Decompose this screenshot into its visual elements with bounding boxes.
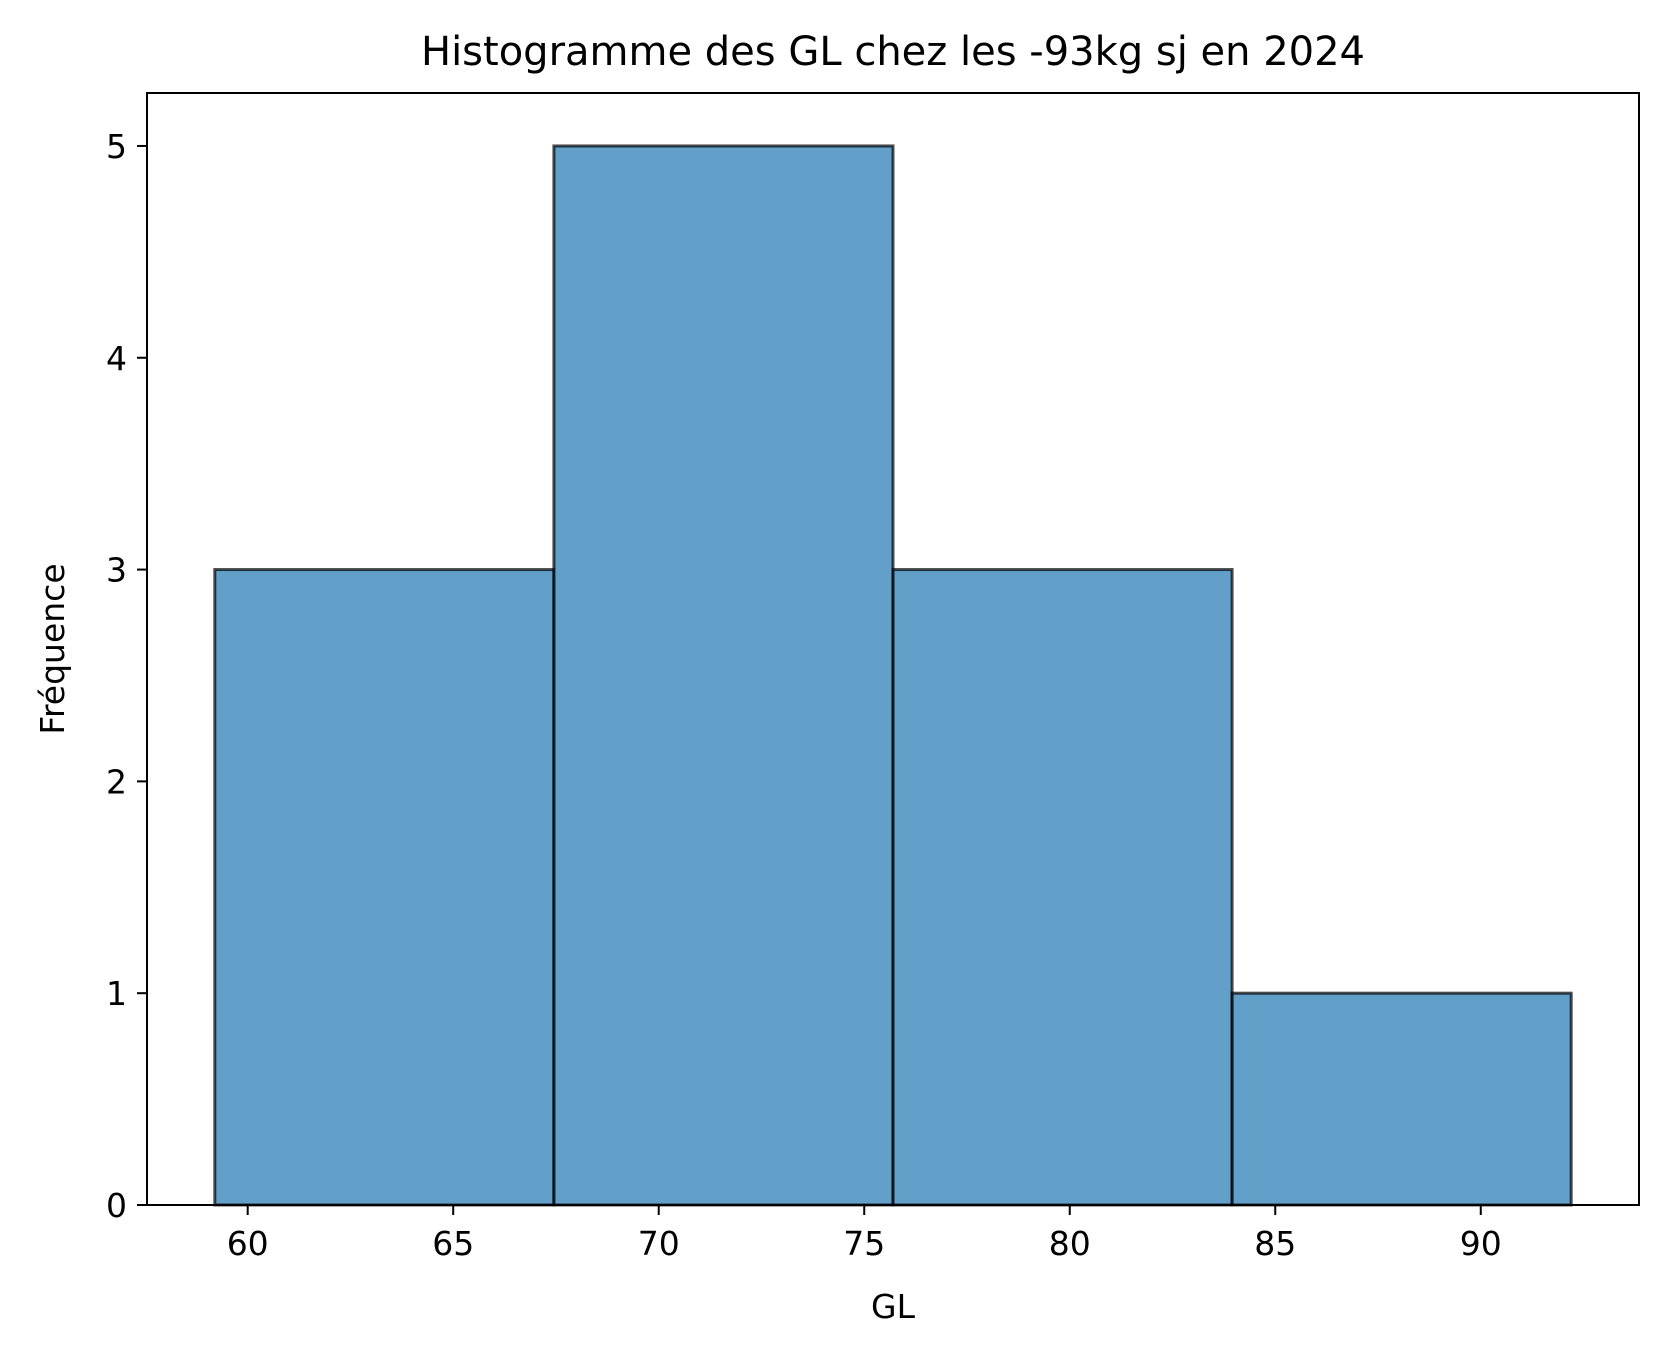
chart-title: Histogramme des GL chez les -93kg sj en … <box>421 29 1365 75</box>
plot-frame <box>146 92 1640 1206</box>
y-tick-label: 2 <box>106 762 127 801</box>
histogram-bar-1 <box>213 568 556 1207</box>
y-tick-label: 1 <box>106 974 127 1013</box>
x-tick-label: 65 <box>432 1224 474 1263</box>
x-tick-label: 60 <box>227 1224 269 1263</box>
x-axis-label: GL <box>871 1287 916 1326</box>
bars-group <box>213 144 1573 1207</box>
histogram-bar-2 <box>552 144 895 1207</box>
y-tick-label: 3 <box>106 551 127 590</box>
x-ticks-group: 60 65 70 75 80 85 90 <box>227 1205 1502 1263</box>
y-tick-label: 4 <box>106 339 127 378</box>
x-tick-label: 70 <box>638 1224 680 1263</box>
x-tick-label: 80 <box>1049 1224 1091 1263</box>
x-tick-label: 85 <box>1254 1224 1296 1263</box>
histogram-bar-4 <box>1230 991 1573 1207</box>
y-tick-label: 5 <box>106 127 127 166</box>
y-axis-label: Fréquence <box>33 563 72 734</box>
x-tick-label: 75 <box>843 1224 885 1263</box>
y-ticks-group: 0 1 2 3 4 5 <box>106 127 147 1225</box>
y-tick-label: 0 <box>106 1186 127 1225</box>
histogram-bar-3 <box>891 568 1234 1207</box>
x-tick-label: 90 <box>1460 1224 1502 1263</box>
